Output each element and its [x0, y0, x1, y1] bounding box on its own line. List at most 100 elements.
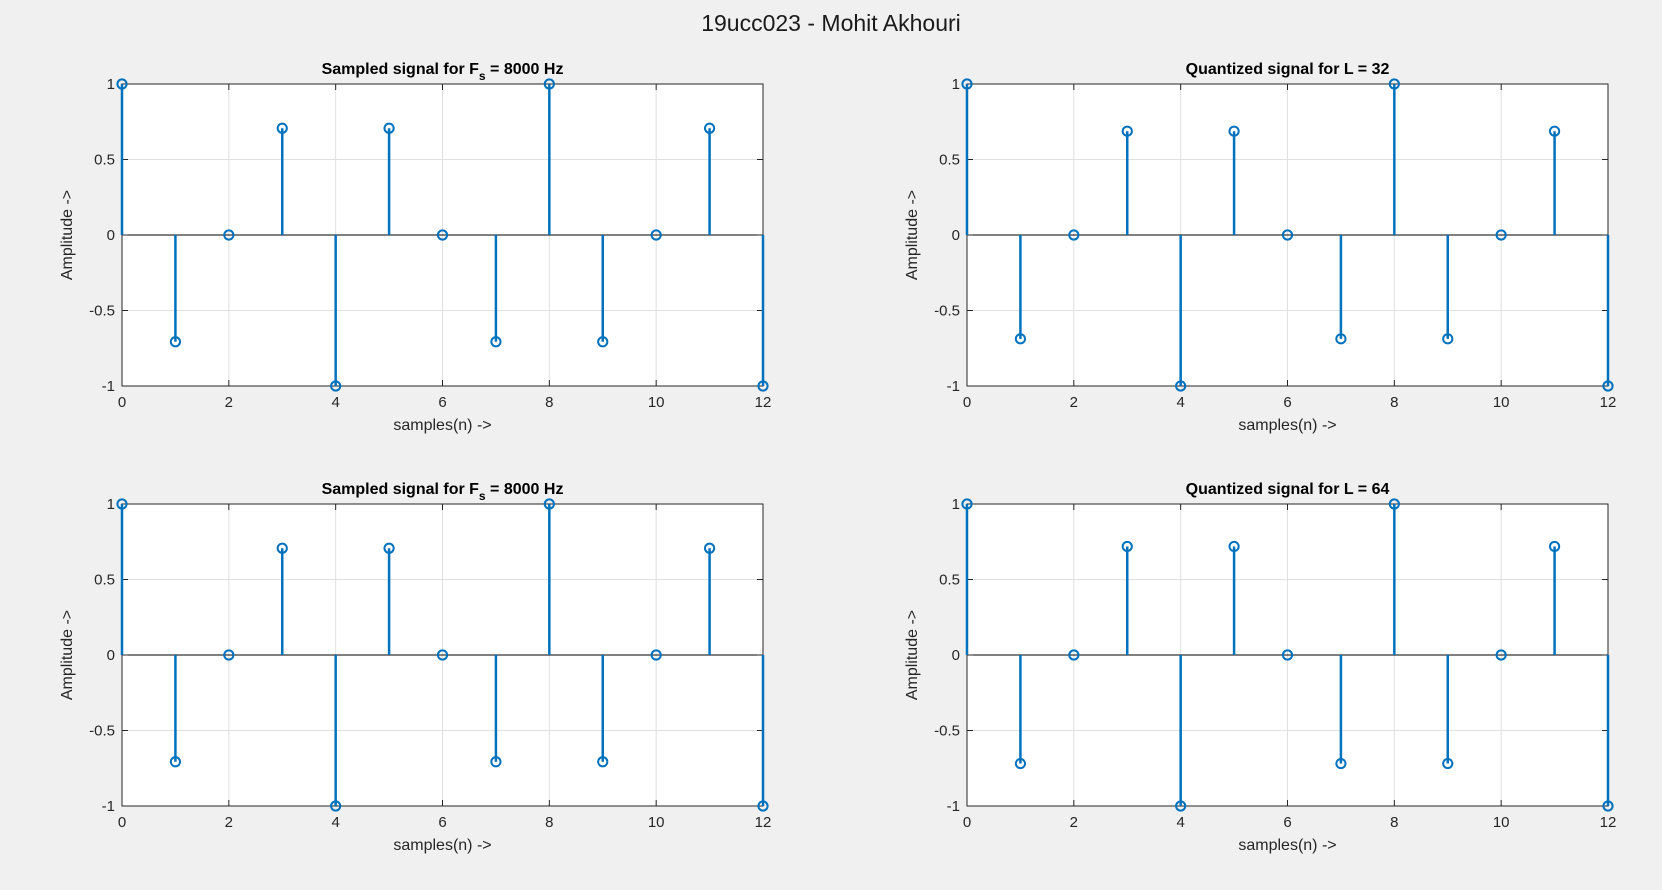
stem-marker: [1335, 757, 1347, 770]
title-rest: = 8000 Hz: [486, 481, 564, 498]
stem-marker: [1602, 380, 1614, 392]
x-tick-label: 4: [1176, 394, 1184, 411]
title-rest: = 8000 Hz: [486, 61, 564, 78]
stem-marker: [490, 756, 502, 768]
x-tick-label: 4: [331, 814, 339, 831]
stem-marker: [961, 78, 973, 90]
x-tick-label: 6: [438, 394, 446, 411]
x-tick-label: 12: [755, 394, 772, 411]
stem-marker: [1068, 229, 1080, 241]
y-tick-label: -0.5: [934, 723, 960, 740]
stem-marker: [703, 122, 716, 134]
y-axis-label: Amplitude ->: [59, 610, 76, 700]
y-tick-label: 1: [952, 76, 960, 93]
x-axis-label: samples(n) ->: [1238, 417, 1336, 434]
y-axis-label: Amplitude ->: [904, 610, 921, 700]
stem-marker: [1442, 333, 1454, 345]
stem-marker: [1388, 498, 1400, 510]
y-tick-label: -1: [947, 378, 960, 395]
x-tick-label: 0: [118, 394, 126, 411]
x-tick-label: 8: [545, 394, 553, 411]
y-tick-label: -1: [102, 378, 115, 395]
stem-marker: [703, 542, 716, 554]
y-tick-label: -0.5: [89, 723, 115, 740]
stem-marker: [223, 649, 235, 661]
y-tick-label: 0: [107, 227, 115, 244]
y-tick-label: 0: [952, 647, 960, 664]
y-tick-label: -0.5: [934, 303, 960, 320]
y-tick-label: 0.5: [94, 572, 115, 589]
subplot-4: 0 2 4 6 8 10 12 -1 -0.5 0 0.5 1 samples(n) -> Amplitu…: [904, 481, 1616, 854]
subplot-3: 0 2 4 6 8 10 12 -1 -0.5 0 0.5 1 samples(n) -> Amplitu…: [59, 481, 771, 854]
x-tick-label: 2: [225, 814, 233, 831]
stem-marker: [1548, 125, 1561, 137]
stem-marker: [1121, 540, 1133, 553]
y-tick-label: -1: [947, 798, 960, 815]
stem-marker: [383, 122, 395, 134]
y-tick-label: 1: [107, 76, 115, 93]
stem-marker: [169, 336, 182, 348]
stem-marker: [1388, 78, 1400, 90]
stem-marker: [543, 78, 555, 90]
stem-marker: [1548, 540, 1561, 553]
stem-marker: [1335, 333, 1347, 345]
x-tick-label: 0: [963, 394, 971, 411]
stem-marker: [116, 78, 128, 90]
stem-marker: [1121, 125, 1133, 137]
stem-marker: [1602, 800, 1614, 812]
stem-marker: [1281, 649, 1294, 661]
x-tick-label: 4: [331, 394, 339, 411]
stem-marker: [330, 380, 342, 392]
title-main: Quantized signal for L = 32: [1186, 61, 1390, 78]
x-axis-label: samples(n) ->: [1238, 837, 1336, 854]
x-axis-label: samples(n) ->: [393, 417, 491, 434]
subplot-title: Quantized signal for L = 32: [1186, 61, 1390, 78]
stem-marker: [1442, 757, 1454, 770]
y-tick-label: 1: [107, 496, 115, 513]
stem-marker: [1495, 649, 1507, 661]
stem-marker: [169, 756, 182, 768]
stem-marker: [490, 336, 502, 348]
stem-marker: [650, 229, 662, 241]
x-tick-label: 10: [648, 814, 665, 831]
x-tick-label: 8: [1390, 394, 1398, 411]
x-tick-label: 6: [1283, 394, 1291, 411]
title-subscript: s: [479, 69, 486, 83]
y-axis-label: Amplitude ->: [59, 190, 76, 280]
x-tick-label: 10: [1493, 814, 1510, 831]
y-tick-label: -0.5: [89, 303, 115, 320]
title-main: Quantized signal for L = 64: [1186, 481, 1390, 498]
x-axis-label: samples(n) ->: [393, 837, 491, 854]
x-tick-label: 2: [1070, 394, 1078, 411]
stem-marker: [1495, 229, 1507, 241]
stem-marker: [116, 498, 128, 510]
stem-marker: [276, 542, 288, 554]
x-tick-label: 10: [648, 394, 665, 411]
stem-marker: [757, 800, 769, 812]
y-tick-label: 0.5: [939, 572, 960, 589]
stem-marker: [330, 800, 342, 812]
x-tick-label: 12: [755, 814, 772, 831]
y-tick-label: 0.5: [939, 152, 960, 169]
title-main: Sampled signal for F: [322, 481, 480, 498]
figure-title: 19ucc023 - Mohit Akhouri: [701, 10, 961, 36]
y-tick-label: 0.5: [94, 152, 115, 169]
x-tick-label: 0: [963, 814, 971, 831]
stem-marker: [757, 380, 769, 392]
stem-marker: [597, 756, 609, 768]
stem-marker: [1175, 800, 1187, 812]
y-tick-label: 0: [952, 227, 960, 244]
subplot-title: Quantized signal for L = 64: [1186, 481, 1390, 498]
x-tick-label: 6: [1283, 814, 1291, 831]
stem-marker: [1014, 333, 1027, 345]
stem-marker: [436, 649, 449, 661]
stem-marker: [597, 336, 609, 348]
x-tick-label: 2: [1070, 814, 1078, 831]
x-tick-label: 8: [545, 814, 553, 831]
title-subscript: s: [479, 489, 486, 503]
stem-marker: [1014, 757, 1027, 770]
y-tick-label: 1: [952, 496, 960, 513]
x-tick-label: 0: [118, 814, 126, 831]
